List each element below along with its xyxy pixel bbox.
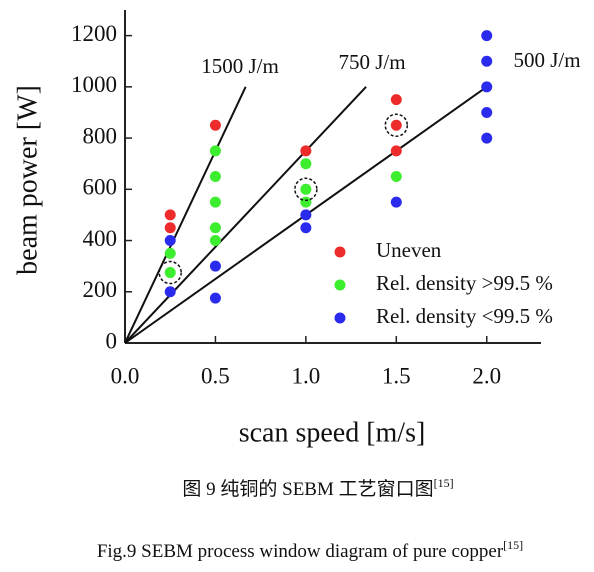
point	[209, 119, 221, 131]
energy-line	[124, 86, 367, 344]
caption-ref: [15]	[503, 538, 523, 552]
y-tick-label: 0	[106, 328, 118, 353]
point	[164, 267, 176, 279]
point	[481, 81, 493, 93]
legend-label: Rel. density >99.5 %	[376, 271, 553, 295]
point	[164, 222, 176, 234]
legend-marker	[334, 279, 346, 291]
point	[300, 222, 312, 234]
point	[164, 286, 176, 298]
caption-text: 图 9 纯铜的 SEBM 工艺窗口图	[182, 478, 433, 500]
y-axis-label: beam power [W]	[12, 85, 43, 275]
caption-text: Fig.9 SEBM process window diagram of pur…	[97, 541, 504, 562]
point	[300, 196, 312, 208]
point	[164, 235, 176, 247]
legend-label: Rel. density <99.5 %	[376, 304, 553, 328]
point	[481, 30, 493, 42]
point	[390, 94, 402, 106]
point	[209, 222, 221, 234]
highlight-ring	[158, 260, 182, 285]
line-label: 500 J/m	[513, 48, 580, 72]
energy-line	[124, 86, 247, 344]
point	[209, 235, 221, 247]
y-tick-label: 200	[83, 277, 118, 302]
highlight-ring	[294, 177, 318, 202]
y-tick-label: 1200	[71, 21, 117, 46]
x-tick-label: 0.5	[201, 363, 230, 388]
x-axis-label: scan speed [m/s]	[239, 417, 426, 448]
x-tick-label: 2.0	[472, 363, 501, 388]
point	[164, 247, 176, 259]
point	[164, 209, 176, 221]
line-label: 750 J/m	[338, 50, 405, 74]
point	[209, 196, 221, 208]
point	[481, 55, 493, 67]
point	[481, 132, 493, 144]
y-tick-label: 600	[83, 175, 118, 200]
legend-label: Uneven	[376, 238, 442, 262]
caption-cn: 图 9 纯铜的 SEBM 工艺窗口图[15]	[182, 476, 453, 501]
point	[390, 145, 402, 157]
line-label: 1500 J/m	[201, 54, 279, 78]
y-tick-label: 1000	[71, 72, 117, 97]
point	[209, 260, 221, 272]
x-tick-label: 0.0	[111, 363, 140, 388]
legend-marker	[334, 312, 346, 324]
highlight-ring	[384, 113, 409, 138]
caption-en: Fig.9 SEBM process window diagram of pur…	[97, 538, 523, 563]
point	[300, 145, 312, 157]
point	[300, 209, 312, 221]
y-tick-label: 800	[83, 123, 118, 148]
legend-marker	[334, 246, 346, 258]
point	[300, 158, 312, 170]
caption-ref: [15]	[434, 476, 454, 490]
y-tick-label: 400	[83, 226, 118, 251]
point	[300, 183, 312, 195]
x-tick-label: 1.0	[291, 363, 320, 388]
point	[390, 196, 402, 208]
point	[390, 119, 402, 131]
x-tick-label: 1.5	[382, 363, 411, 388]
point	[390, 171, 402, 182]
point	[209, 145, 221, 157]
point	[209, 171, 221, 182]
point	[209, 292, 221, 304]
point	[481, 106, 493, 118]
